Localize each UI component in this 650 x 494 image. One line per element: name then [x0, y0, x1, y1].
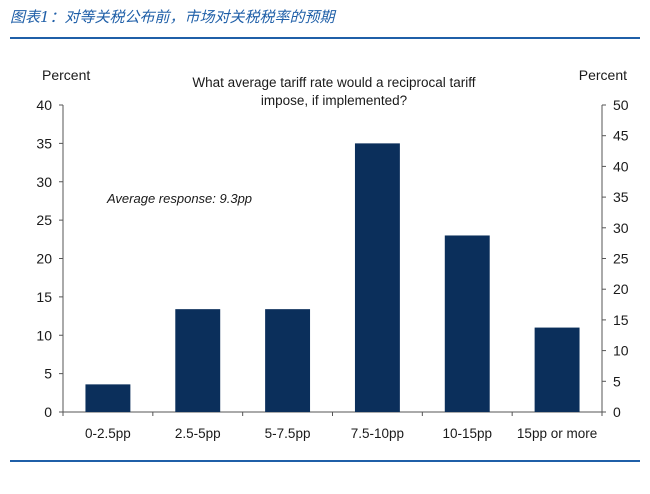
x-tick-label: 5-7.5pp — [265, 426, 311, 441]
x-tick-label: 2.5-5pp — [175, 426, 221, 441]
top-divider — [10, 37, 640, 39]
left-tick-label: 40 — [36, 97, 52, 113]
left-tick-label: 10 — [36, 327, 52, 343]
left-tick-label: 35 — [36, 135, 52, 151]
bar-2.5-5pp — [175, 309, 221, 412]
x-tick-label: 15pp or more — [517, 426, 597, 441]
right-tick-label: 25 — [613, 251, 629, 267]
chart-title-line-1: What average tariff rate would a recipro… — [192, 75, 475, 90]
left-tick-label: 0 — [44, 404, 52, 420]
left-tick-label: 5 — [44, 366, 52, 382]
left-tick-label: 15 — [36, 289, 52, 305]
right-tick-label: 5 — [613, 373, 621, 389]
left-axis-unit: Percent — [42, 67, 90, 83]
left-tick-label: 20 — [36, 251, 52, 267]
x-tick-label: 10-15pp — [442, 426, 492, 441]
average-annotation: Average response: 9.3pp — [106, 191, 252, 206]
right-tick-label: 40 — [613, 158, 629, 174]
x-tick-label: 0-2.5pp — [85, 426, 131, 441]
bottom-divider — [10, 460, 640, 462]
right-axis-unit: Percent — [579, 67, 627, 83]
right-tick-label: 45 — [613, 128, 629, 144]
bar-5-7.5pp — [265, 309, 311, 412]
bar-0-2.5pp — [85, 384, 131, 412]
bar-10-15pp — [444, 235, 490, 412]
bar-15pp or more — [534, 327, 580, 412]
right-tick-label: 15 — [613, 312, 629, 328]
chart-title-line-2: impose, if implemented? — [261, 93, 407, 108]
figure-caption: 图表1：对等关税公布前，市场对关税税率的预期 — [10, 8, 335, 26]
left-tick-label: 25 — [36, 212, 52, 228]
right-tick-label: 30 — [613, 220, 629, 236]
right-tick-label: 10 — [613, 343, 629, 359]
right-tick-label: 0 — [613, 404, 621, 420]
right-tick-label: 35 — [613, 189, 629, 205]
left-tick-label: 30 — [36, 174, 52, 190]
right-tick-label: 50 — [613, 97, 629, 113]
x-tick-label: 7.5-10pp — [351, 426, 404, 441]
right-tick-label: 20 — [613, 281, 629, 297]
bar-7.5-10pp — [354, 143, 400, 412]
